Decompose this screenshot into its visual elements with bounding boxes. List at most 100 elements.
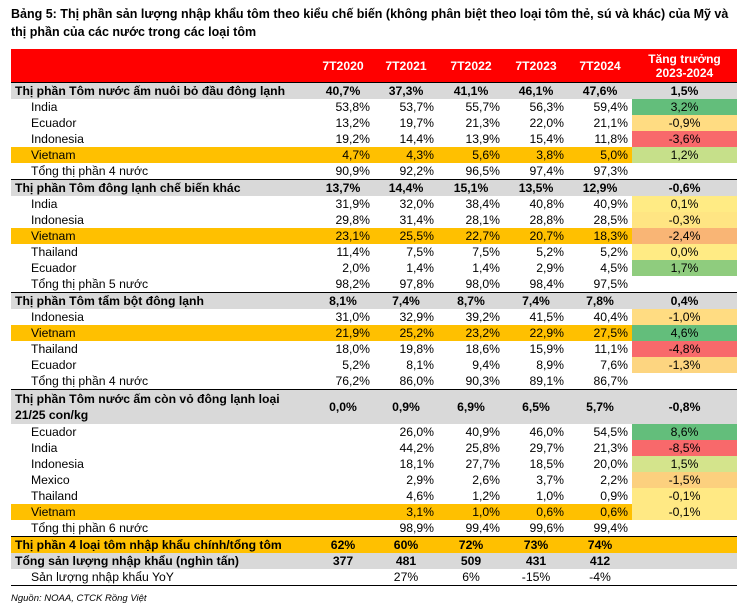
header-year: 7T2020 (312, 49, 374, 83)
row-label: Vietnam (11, 147, 312, 163)
value-cell: 23,1% (312, 228, 374, 244)
value-cell: 19,8% (399, 342, 434, 356)
value-cell: 76,2% (312, 373, 374, 390)
row-label: Tổng sản lượng nhập khẩu (nghìn tấn) (11, 553, 312, 569)
value-cell: 11,8% (594, 132, 628, 146)
section-row: Thị phần Tôm nước ấm còn vỏ đông lạnh lo… (11, 389, 737, 424)
growth-cell: 1,7% (632, 260, 737, 276)
value-cell: 25,5% (374, 228, 438, 244)
country-row: India 53,8% 53,7% 55,7% 56,3% 59,4% 3,2% (11, 99, 737, 115)
value-cell: 99,4% (438, 520, 504, 537)
row-label: Mexico (31, 473, 70, 487)
value-cell: 96,5% (438, 163, 504, 180)
total-row: Tổng thị phần 4 nước 90,9% 92,2% 96,5% 97,4%… (11, 163, 737, 180)
growth-cell: -2,4% (632, 228, 737, 244)
row-label: Vietnam (11, 325, 312, 341)
value-cell: 40,7% (312, 82, 374, 99)
growth-cell (632, 553, 737, 569)
value-cell: 8,1% (406, 358, 434, 372)
country-row: Indonesia 19,2% 14,4% 13,9% 15,4% 11,8% -3,6% (11, 131, 737, 147)
country-row: Ecuador 5,2% 8,1% 9,4% 8,9% 7,6% -1,3% (11, 357, 737, 373)
growth-cell: -0,8% (632, 389, 737, 424)
value-cell (312, 472, 374, 488)
value-cell: 27% (374, 569, 438, 586)
value-cell: 18,0% (335, 342, 370, 356)
value-cell: 18,1% (399, 457, 434, 471)
header-category (11, 49, 312, 83)
row-label: Thị phần Tôm tẩm bột đông lạnh (11, 292, 312, 309)
value-cell: 25,2% (374, 325, 438, 341)
value-cell: 18,6% (465, 342, 500, 356)
value-cell: 98,0% (438, 276, 504, 293)
value-cell: 4,6% (406, 489, 434, 503)
value-cell: 8,7% (438, 292, 504, 309)
value-cell: 41,5% (529, 310, 564, 324)
value-cell: 15,1% (438, 179, 504, 196)
value-cell: 31,4% (399, 213, 434, 227)
value-cell: 59,4% (593, 100, 628, 114)
row-label: Vietnam (11, 228, 312, 244)
row-label: Indonesia (31, 457, 84, 471)
value-cell: 3,1% (374, 504, 438, 520)
growth-cell (632, 373, 737, 390)
table-header-row: 7T2020 7T2021 7T2022 7T2023 7T2024 Tăng … (11, 49, 737, 83)
country-row: Mexico 2,9% 2,6% 3,7% 2,2% -1,5% (11, 472, 737, 488)
value-cell: 98,2% (312, 276, 374, 293)
value-cell: 0,9% (600, 489, 628, 503)
value-cell: 22,7% (438, 228, 504, 244)
row-label: Tổng thị phần 5 nước (11, 276, 312, 293)
row-label: Sản lượng nhập khẩu YoY (11, 569, 312, 586)
growth-cell: 8,6% (632, 424, 737, 440)
value-cell: 6% (438, 569, 504, 586)
value-cell: 39,2% (465, 310, 500, 324)
value-cell: 412 (568, 553, 632, 569)
country-row: Ecuador 13,2% 19,7% 21,3% 22,0% 21,1% -0,9% (11, 115, 737, 131)
table-title: Bảng 5: Thị phần sản lượng nhập khẩu tôm… (11, 7, 729, 39)
value-cell: 47,6% (568, 82, 632, 99)
value-cell: 7,5% (406, 245, 434, 259)
value-cell: 481 (374, 553, 438, 569)
total-row: Tổng thị phần 4 nước 76,2% 86,0% 90,3% 89,1%… (11, 373, 737, 390)
value-cell: 86,7% (568, 373, 632, 390)
country-row: India 31,9% 32,0% 38,4% 40,8% 40,9% 0,1% (11, 196, 737, 212)
value-cell: 7,6% (600, 358, 628, 372)
row-label: Vietnam (11, 504, 312, 520)
value-cell: 11,1% (594, 342, 628, 356)
growth-cell: 1,5% (632, 456, 737, 472)
value-cell: 4,3% (374, 147, 438, 163)
vietnam-row: Vietnam 23,1% 25,5% 22,7% 20,7% 18,3% -2,4% (11, 228, 737, 244)
section-row: Thị phần Tôm tẩm bột đông lạnh 8,1% 7,4% 8,… (11, 292, 737, 309)
value-cell: 13,2% (335, 116, 370, 130)
value-cell: 22,9% (504, 325, 568, 341)
value-cell: 13,7% (312, 179, 374, 196)
growth-cell (632, 276, 737, 293)
value-cell: 40,8% (529, 197, 564, 211)
value-cell: 8,9% (536, 358, 564, 372)
country-row: Ecuador 2,0% 1,4% 1,4% 2,9% 4,5% 1,7% (11, 260, 737, 276)
row-label: Thị phần Tôm nước ấm còn vỏ đông lạnh lo… (11, 389, 312, 424)
value-cell: 6,5% (504, 389, 568, 424)
value-cell: 20,0% (593, 457, 628, 471)
value-cell (312, 424, 374, 440)
total-volume-row: Tổng sản lượng nhập khẩu (nghìn tấn) 377 4… (11, 553, 737, 569)
value-cell: 0,6% (568, 504, 632, 520)
value-cell: 90,3% (438, 373, 504, 390)
value-cell: 31,9% (335, 197, 370, 211)
value-cell: 23,2% (438, 325, 504, 341)
header-growth: Tăng trưởng 2023-2024 (632, 49, 737, 83)
growth-cell: 0,4% (632, 292, 737, 309)
value-cell: 2,9% (406, 473, 434, 487)
row-label: Indonesia (31, 213, 84, 227)
row-label: Ecuador (31, 261, 77, 275)
value-cell: 14,4% (399, 132, 434, 146)
value-cell: 431 (504, 553, 568, 569)
value-cell: 90,9% (312, 163, 374, 180)
value-cell: 19,7% (399, 116, 434, 130)
value-cell: 92,2% (374, 163, 438, 180)
value-cell: 7,4% (374, 292, 438, 309)
total-row: Tổng thị phần 6 nước 98,9% 99,4% 99,6% 99,4% (11, 520, 737, 537)
value-cell: 27,7% (465, 457, 500, 471)
row-label: Indonesia (31, 310, 84, 324)
value-cell: 3,7% (536, 473, 564, 487)
value-cell: 54,5% (593, 425, 628, 439)
